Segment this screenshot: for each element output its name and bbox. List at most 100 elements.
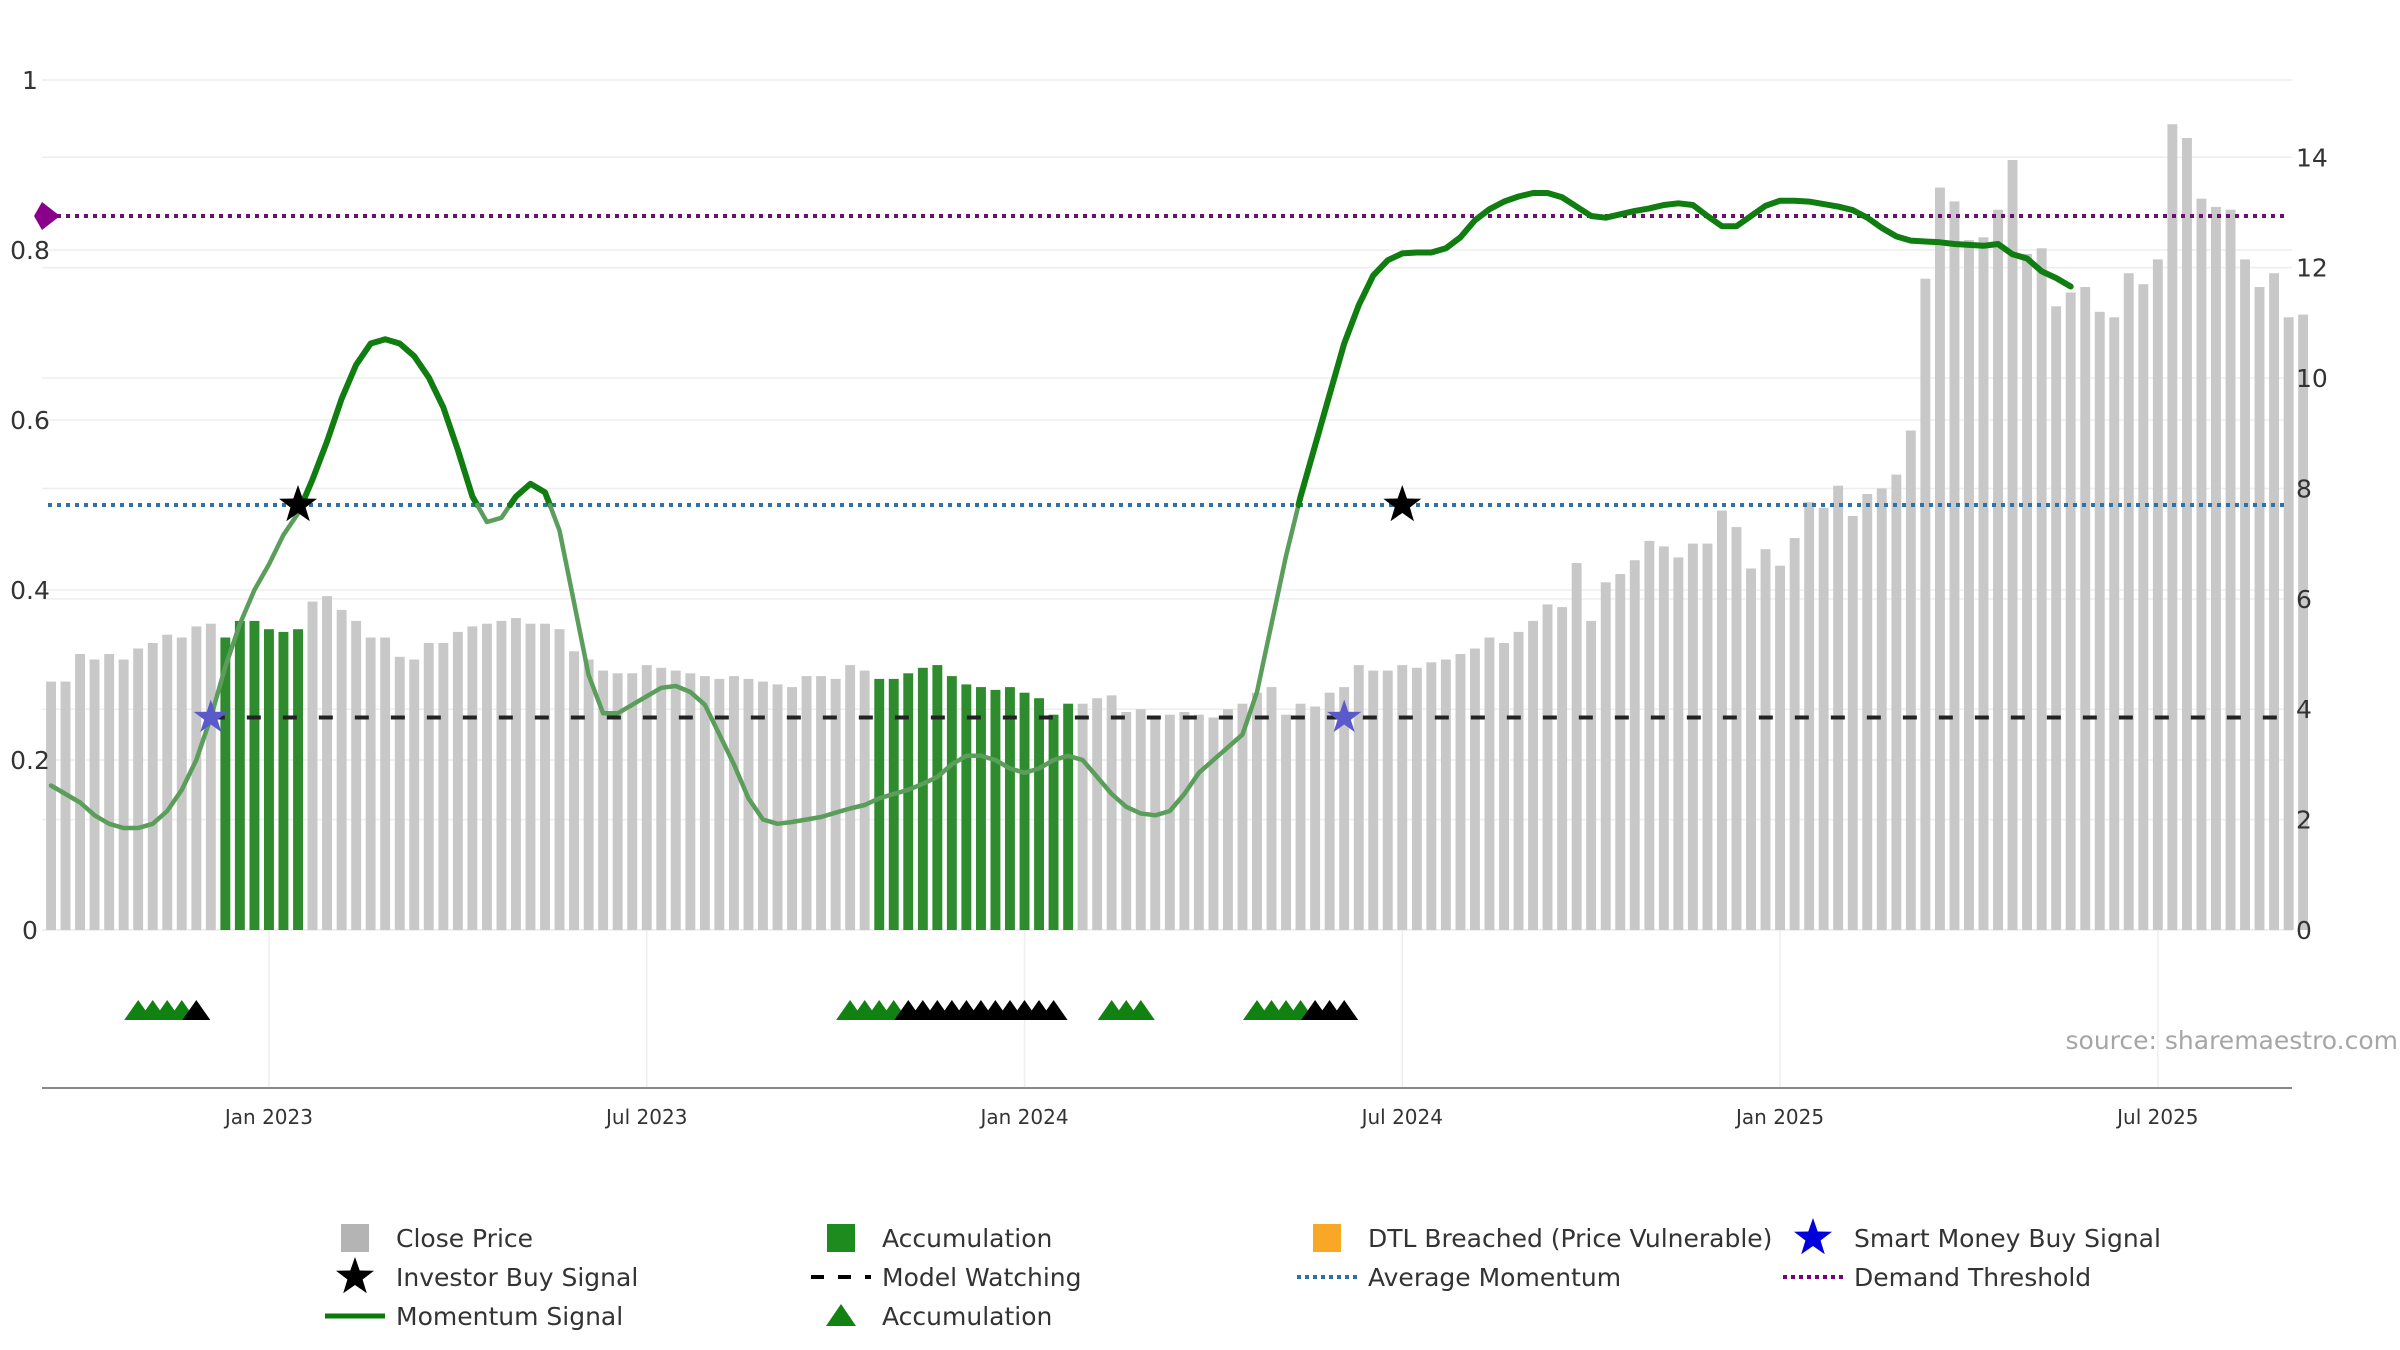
close-price-bar: [1847, 516, 1858, 930]
close-price-bar: [1426, 662, 1437, 930]
close-price-bar: [1455, 654, 1466, 930]
momentum-line-weak: [547, 502, 1301, 827]
close-price-bar: [1528, 620, 1538, 930]
close-price-bar: [1586, 620, 1597, 930]
close-price-bar: [1557, 607, 1568, 930]
close-price-bar: [1818, 507, 1829, 930]
investor-buy-signal-star: [279, 485, 317, 522]
momentum-line-strong: [507, 480, 553, 508]
close-price-bar: [801, 676, 812, 930]
close-price-bar: [147, 643, 158, 930]
momentum-line-strong: [1295, 190, 2074, 508]
close-price-bar: [1993, 209, 2003, 930]
close-price-bar: [1223, 709, 1233, 930]
legend-label: Smart Money Buy Signal: [1854, 1224, 2161, 1253]
legend-label: DTL Breached (Price Vulnerable): [1368, 1224, 1772, 1253]
close-price-bar: [220, 637, 231, 930]
close-price-bar: [293, 629, 303, 930]
close-price-bar: [2167, 124, 2178, 930]
close-price-bar: [1615, 574, 1626, 930]
close-price-bar: [278, 631, 289, 930]
close-price-bar: [2225, 209, 2236, 930]
legend-swatch-close: [341, 1224, 369, 1252]
close-price-bar: [482, 623, 492, 930]
close-price-bar: [1005, 687, 1015, 930]
close-price-bar: [903, 673, 914, 930]
close-price-bar: [874, 678, 885, 930]
close-price-bar: [1353, 665, 1364, 930]
close-price-bar: [2109, 317, 2120, 930]
momentum-signal: [48, 190, 2074, 831]
close-price-bar: [336, 609, 347, 930]
right-axis-ticks: 0 2 4 6 8 10 12 14: [2296, 143, 2328, 945]
close-price-bar: [2094, 311, 2105, 930]
close-price-bar: [1368, 670, 1379, 930]
close-price-bar: [1208, 717, 1219, 930]
close-price-bar: [641, 665, 652, 930]
close-price-bar: [1077, 703, 1088, 930]
legend-item: Accumulation: [827, 1224, 1052, 1253]
close-price-bar: [46, 681, 56, 930]
close-price-bar: [2283, 317, 2294, 930]
legend-swatch-accumulation: [827, 1224, 855, 1252]
close-price-bar: [1600, 582, 1611, 930]
close-price-bar: [511, 618, 521, 930]
close-price-bar: [1978, 237, 1989, 931]
close-price-bar: [1717, 510, 1727, 930]
legend-item: Momentum Signal: [325, 1302, 623, 1331]
close-price-bar: [670, 670, 681, 930]
close-price-bar: [583, 659, 594, 930]
close-price-bar: [1789, 538, 1800, 930]
close-price-bar: [1339, 687, 1350, 930]
close-price-bar: [264, 629, 274, 930]
close-price-bar: [1513, 631, 1524, 930]
close-price-bar: [1949, 201, 1960, 930]
close-price-bar: [1193, 714, 1204, 930]
left-tick-label: 0.8: [10, 236, 50, 265]
date-axis-ticks: Jan 2023 Jul 2023 Jan 2024 Jul 2024 Jan 2025…: [223, 1105, 2199, 1129]
close-price-bar: [758, 681, 768, 930]
close-price-bar: [2036, 248, 2047, 931]
close-price-bar: [75, 654, 85, 930]
close-price-bar: [1411, 667, 1422, 930]
date-tick-label: Jan 2023: [223, 1105, 313, 1129]
close-price-bar: [2007, 160, 2018, 930]
close-price-bar: [1499, 643, 1509, 930]
close-price-bar: [787, 687, 797, 930]
close-price-bar: [569, 651, 579, 930]
close-price-bar: [685, 673, 696, 930]
close-price-bar: [540, 623, 550, 930]
right-tick-label: 14: [2296, 143, 2328, 172]
close-price-bar: [1571, 563, 1582, 930]
close-price-bar: [1920, 278, 1931, 930]
left-tick-label: 1: [22, 66, 38, 95]
close-price-bar: [1891, 474, 1902, 930]
buy-signals: [193, 485, 1422, 733]
close-price-bar: [743, 678, 754, 930]
close-price-bar: [1150, 717, 1161, 930]
date-tick-label: Jan 2025: [1734, 1105, 1824, 1129]
close-price-bar: [394, 656, 405, 930]
close-price-bar: [772, 684, 783, 930]
legend-label: Demand Threshold: [1854, 1263, 2091, 1292]
close-price-bar: [1804, 502, 1815, 930]
legend-item: Smart Money Buy Signal: [1794, 1218, 2161, 1255]
legend-item: Accumulation: [826, 1302, 1052, 1331]
close-price-bar: [2196, 198, 2207, 930]
close-price-bar: [932, 665, 943, 930]
right-tick-label: 4: [2296, 695, 2312, 724]
close-price-bar: [1295, 703, 1306, 930]
close-price-bar: [1731, 527, 1742, 930]
legend-star-smart-money: [1794, 1218, 1832, 1255]
close-price-bar: [946, 676, 957, 930]
close-price-bar: [1324, 692, 1335, 930]
investor-buy-signal-star: [1383, 485, 1422, 522]
legend-triangle-accumulation: [826, 1304, 856, 1326]
close-price-bar: [1484, 637, 1495, 930]
legend-label: Investor Buy Signal: [396, 1263, 638, 1292]
close-price-bar: [598, 670, 609, 930]
close-price-bar: [1687, 543, 1698, 930]
close-price-bar: [714, 678, 725, 930]
close-price-bar: [1760, 549, 1771, 930]
reference-lines: [34, 202, 2289, 720]
